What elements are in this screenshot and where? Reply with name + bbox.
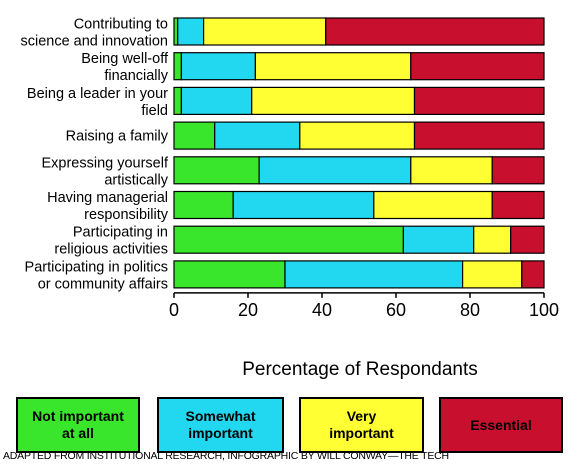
bar-1-row-6 bbox=[173, 190, 234, 220]
bar-4-row-5 bbox=[491, 156, 545, 185]
bar-4-row-7 bbox=[510, 225, 545, 254]
legend-item-1: Not important at all bbox=[16, 397, 140, 453]
bar-1-row-5 bbox=[173, 156, 260, 185]
category-label: Participating in religious activities bbox=[54, 225, 168, 258]
x-tick-label: 20 bbox=[238, 300, 258, 320]
x-tick-label: 100 bbox=[529, 300, 559, 320]
category-label: Having managerial responsibility bbox=[47, 190, 169, 223]
category-label: Participating in politics or community af… bbox=[25, 259, 168, 292]
bar-1-row-4 bbox=[173, 121, 216, 150]
legend-item-3: Very important bbox=[299, 397, 424, 453]
x-tick-label: 80 bbox=[460, 300, 480, 320]
bar-4-row-1 bbox=[325, 17, 545, 46]
category-label: Contributing to science and innovation bbox=[20, 17, 168, 50]
bar-4-row-8 bbox=[521, 260, 545, 289]
category-label: Expressing yourself artistically bbox=[41, 155, 168, 188]
category-labels: Contributing to science and innovationBei… bbox=[20, 17, 169, 293]
bar-3-row-8 bbox=[462, 260, 523, 289]
x-tick-label: 40 bbox=[312, 300, 332, 320]
bar-4-row-3 bbox=[413, 86, 545, 116]
legend-item-2: Somewhat important bbox=[157, 397, 284, 453]
bar-3-row-3 bbox=[251, 86, 416, 116]
category-label: Being a leader in your field bbox=[27, 86, 168, 119]
legend-item-4: Essential bbox=[439, 397, 563, 453]
category-label: Being well-off financially bbox=[81, 51, 169, 84]
bar-2-row-4 bbox=[214, 121, 301, 150]
bar-3-row-2 bbox=[254, 52, 412, 81]
bar-2-row-7 bbox=[402, 225, 475, 254]
bar-1-row-3 bbox=[173, 86, 183, 116]
bar-2-row-1 bbox=[177, 17, 205, 46]
credit-line: ADAPTED FROM INSTITUTIONAL RESEARCH, INF… bbox=[3, 450, 449, 462]
bar-2-row-5 bbox=[258, 156, 412, 185]
bar-3-row-5 bbox=[410, 156, 493, 185]
bars bbox=[173, 17, 545, 289]
x-axis: 0 20 40 60 80 100 bbox=[169, 292, 559, 320]
bar-2-row-2 bbox=[180, 52, 256, 81]
bar-2-row-3 bbox=[180, 86, 253, 116]
bar-1-row-7 bbox=[173, 225, 404, 254]
bar-3-row-4 bbox=[299, 121, 416, 150]
bar-1-row-2 bbox=[173, 52, 183, 81]
bar-3-row-7 bbox=[473, 225, 512, 254]
bar-3-row-6 bbox=[373, 190, 493, 220]
bar-2-row-8 bbox=[284, 260, 464, 289]
bar-2-row-6 bbox=[232, 190, 375, 220]
x-axis-label: Percentage of Respondants bbox=[242, 359, 478, 380]
bar-3-row-1 bbox=[203, 17, 327, 46]
category-label: Raising a family bbox=[66, 129, 169, 145]
bar-1-row-8 bbox=[173, 260, 286, 289]
bar-4-row-4 bbox=[413, 121, 545, 150]
bar-4-row-6 bbox=[491, 190, 545, 220]
x-tick-label: 60 bbox=[386, 300, 406, 320]
x-tick-label: 0 bbox=[169, 300, 179, 320]
bar-4-row-2 bbox=[410, 52, 545, 81]
